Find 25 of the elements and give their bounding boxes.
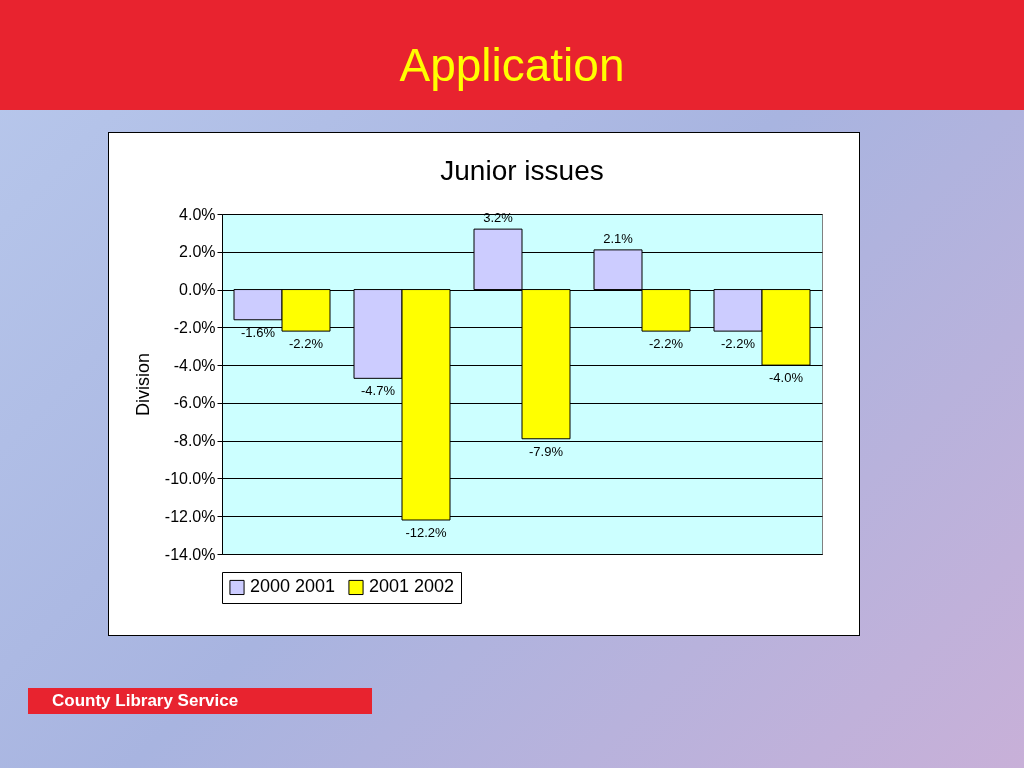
y-tick-label: -8.0% [173,432,216,450]
data-label: -2.2% [721,336,756,352]
data-label: 2.1% [603,230,634,246]
y-tick-label: -12.0% [164,507,216,525]
data-label: -2.2% [649,336,684,352]
data-label: -12.2% [405,525,448,540]
data-label: -1.6% [241,324,276,340]
data-label: -7.9% [529,443,564,459]
y-tick-label: 2.0% [179,243,216,261]
data-label: -2.2% [289,336,324,352]
text: County Library Service [28,688,372,714]
y-tick-label: -4.0% [173,356,216,374]
y-tick-label: -2.0% [173,318,216,336]
y-tick-label: 0.0% [179,281,216,299]
chart-subtitle: Junior issues [440,155,604,186]
y-tick-label: -14.0% [164,545,216,563]
y-tick-label: -6.0% [173,394,216,412]
chart-title: Application [0,0,1024,110]
legend-label: 2000 2001 [250,576,336,597]
y-tick-label: -10.0% [164,469,216,487]
legend-label: 2001 2002 [369,576,455,597]
data-label: -4.7% [361,383,396,399]
y-axis-title: Division [132,352,153,417]
y-tick-label: 4.0% [179,205,216,223]
data-label: -4.0% [769,370,804,386]
